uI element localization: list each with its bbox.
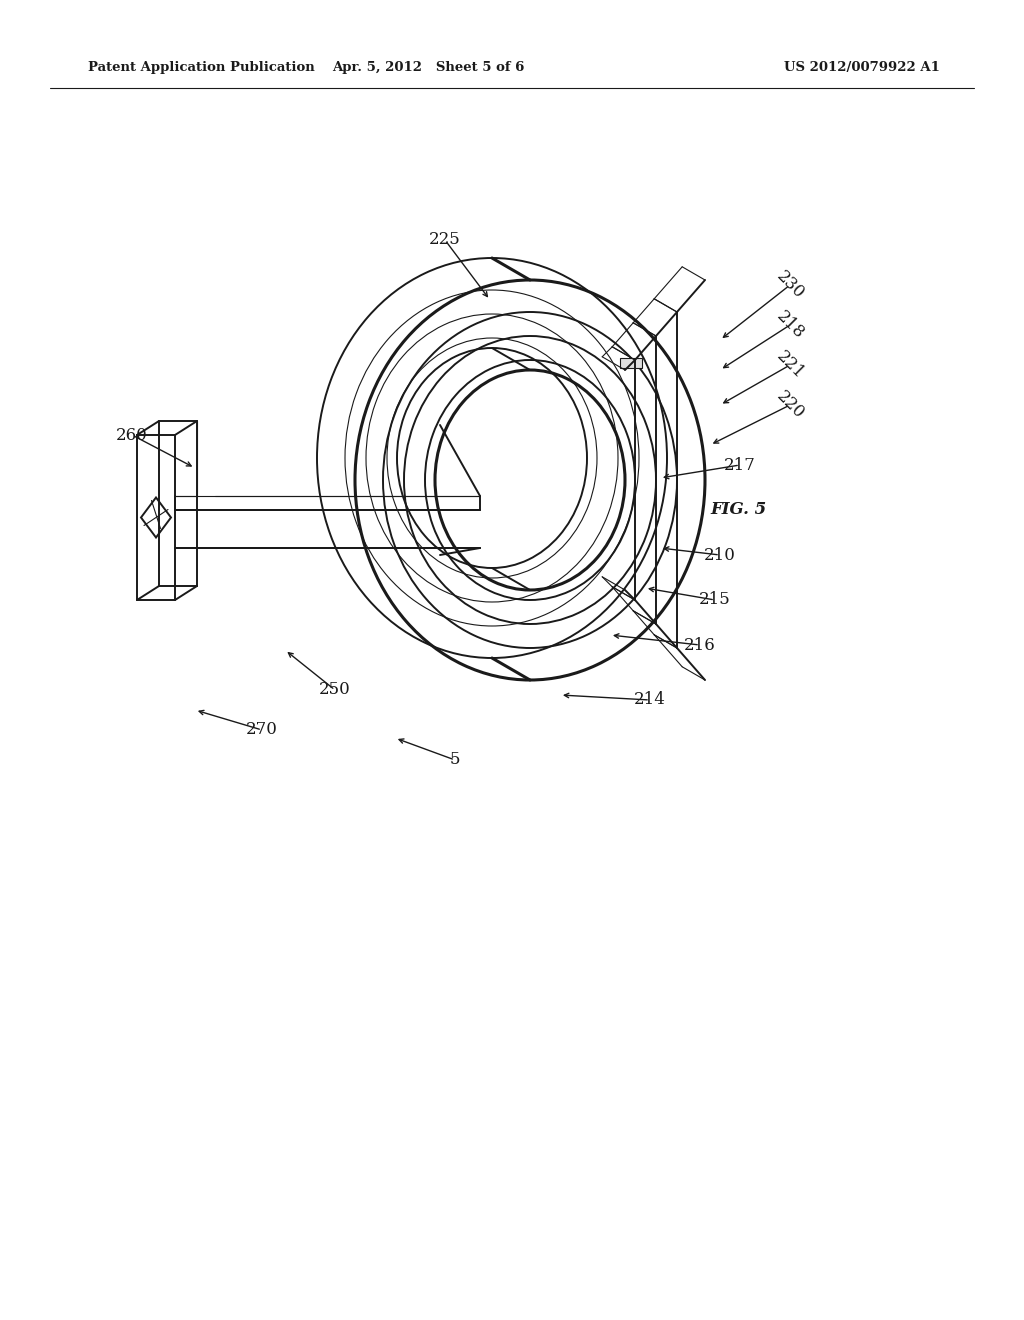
Text: US 2012/0079922 A1: US 2012/0079922 A1 — [784, 62, 940, 74]
Text: 218: 218 — [773, 308, 807, 342]
Text: 5: 5 — [450, 751, 460, 768]
Text: 220: 220 — [773, 388, 807, 422]
Text: FIG. 5: FIG. 5 — [710, 502, 766, 519]
Text: 270: 270 — [246, 722, 278, 738]
Text: 230: 230 — [773, 268, 807, 302]
Text: 221: 221 — [773, 347, 807, 383]
Text: 250: 250 — [319, 681, 351, 698]
Text: Apr. 5, 2012   Sheet 5 of 6: Apr. 5, 2012 Sheet 5 of 6 — [332, 62, 524, 74]
Text: 215: 215 — [699, 591, 731, 609]
Text: 210: 210 — [705, 546, 736, 564]
Text: 216: 216 — [684, 636, 716, 653]
FancyBboxPatch shape — [620, 358, 642, 368]
Text: 260: 260 — [116, 426, 147, 444]
Text: 217: 217 — [724, 457, 756, 474]
Text: 225: 225 — [429, 231, 461, 248]
Text: Patent Application Publication: Patent Application Publication — [88, 62, 314, 74]
Text: 214: 214 — [634, 692, 666, 709]
